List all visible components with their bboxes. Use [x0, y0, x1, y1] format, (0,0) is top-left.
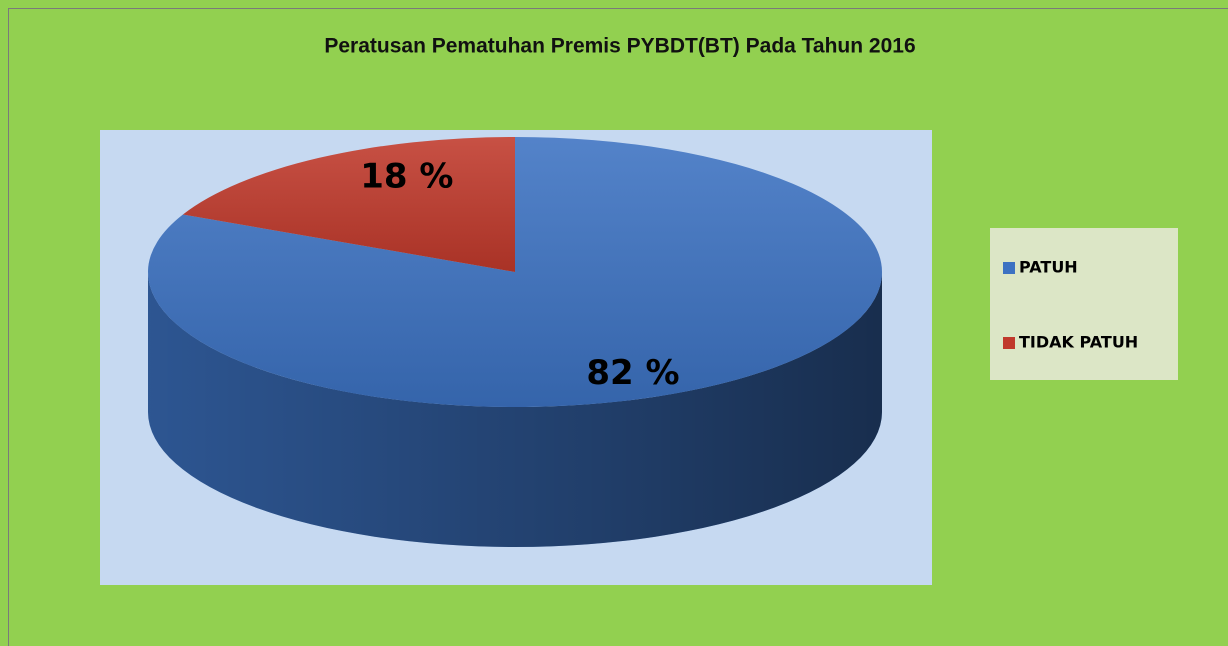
- pie-slice-gloss: [147, 137, 882, 407]
- pie-slice-gloss: [182, 137, 515, 272]
- legend-label: PATUH: [1019, 258, 1078, 277]
- legend-swatch: [1003, 262, 1015, 274]
- pie-side-shade: [148, 272, 882, 547]
- pie: [147, 137, 882, 547]
- legend: [990, 228, 1178, 380]
- value-label: 82 %: [586, 353, 679, 393]
- value-label: 18 %: [360, 156, 453, 196]
- chart-title: Peratusan Pematuhan Premis PYBDT(BT) Pad…: [324, 35, 915, 58]
- legend-label: TIDAK PATUH: [1019, 333, 1138, 352]
- border: [8, 8, 1228, 646]
- legend-swatch: [1003, 337, 1015, 349]
